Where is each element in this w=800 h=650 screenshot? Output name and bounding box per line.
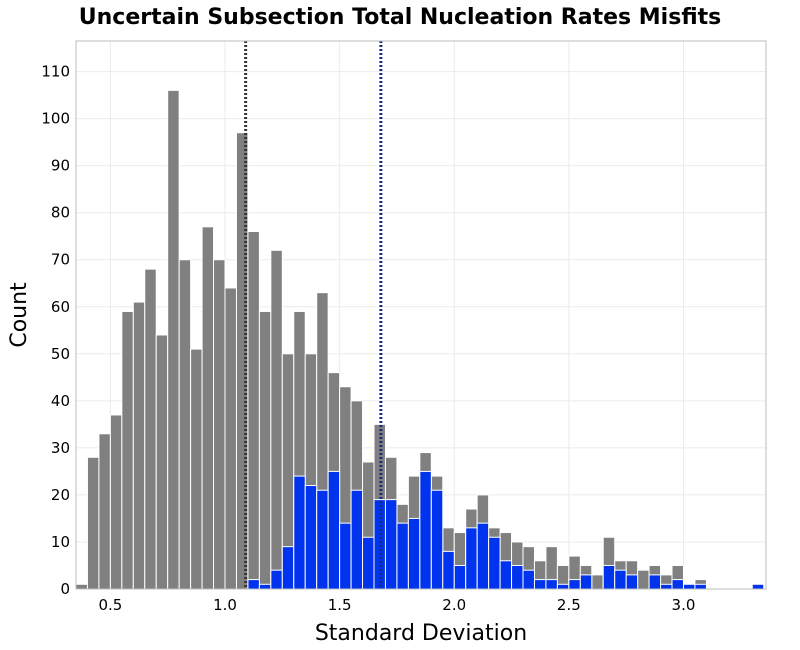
y-tick-label: 0 — [60, 580, 70, 598]
blue-bar — [465, 527, 478, 590]
blue-bar — [499, 560, 513, 590]
gray-bar — [86, 456, 100, 590]
y-tick-label: 20 — [51, 486, 70, 504]
blue-bar — [350, 489, 364, 590]
y-tick-label: 110 — [41, 63, 70, 81]
gray-bar — [213, 259, 226, 590]
blue-bar — [625, 574, 639, 590]
blue-bar — [579, 574, 593, 590]
blue-bar — [327, 470, 341, 590]
gray-bar — [190, 348, 203, 590]
plot-frame — [75, 40, 767, 590]
gray-bar — [591, 574, 604, 590]
blue-bar — [270, 569, 283, 590]
gray-bar — [637, 569, 650, 590]
y-tick-label: 80 — [51, 204, 70, 222]
x-tick-label: 1.5 — [328, 596, 352, 614]
y-tick-label: 50 — [51, 345, 70, 363]
gray-bar — [201, 226, 215, 590]
gray-bar — [144, 268, 157, 590]
y-tick-label: 100 — [41, 110, 70, 128]
blue-bar — [751, 583, 765, 590]
blue-bar — [671, 579, 684, 590]
gray-bar — [270, 249, 283, 590]
blue-bar — [407, 517, 421, 590]
x-tick-label: 1.0 — [213, 596, 237, 614]
blue-bar — [682, 583, 696, 590]
gray-bar — [178, 259, 192, 590]
y-axis-label: Count — [7, 282, 32, 348]
x-axis-label: Standard Deviation — [315, 621, 527, 646]
blue-bar — [568, 579, 581, 590]
gray-bar — [258, 310, 272, 590]
x-axis-ticks: 0.5 1.0 1.5 2.0 2.5 3.0 — [98, 596, 695, 614]
blue-bar — [293, 475, 306, 590]
blue-bar — [396, 522, 409, 590]
gray-bar — [98, 433, 111, 590]
gray-bar — [75, 583, 88, 590]
y-axis-ticks: 0 10 20 30 40 50 60 70 80 90 100 110 — [41, 63, 70, 598]
y-tick-label: 30 — [51, 439, 70, 457]
y-tick-label: 40 — [51, 392, 70, 410]
blue-bar — [430, 489, 444, 590]
gray-bar — [109, 414, 123, 590]
blue-bar — [556, 583, 570, 590]
blue-bar — [511, 564, 524, 590]
blue-bar — [545, 579, 558, 590]
x-tick-label: 3.0 — [672, 596, 696, 614]
blue-bar — [488, 536, 501, 590]
gray-bar — [247, 231, 260, 590]
blue-bar — [453, 564, 467, 590]
gray-bar — [167, 89, 180, 590]
x-tick-label: 0.5 — [98, 596, 122, 614]
y-tick-label: 70 — [51, 251, 70, 269]
gray-bar — [132, 301, 146, 590]
reference-lines — [244, 41, 383, 589]
blue-bar — [614, 569, 627, 590]
blue-bar — [522, 569, 535, 590]
x-tick-label: 2.5 — [557, 596, 581, 614]
blue-bar — [476, 522, 490, 590]
blue-bar — [648, 574, 662, 590]
blue-bar — [304, 485, 318, 590]
blue-bar — [442, 550, 455, 590]
y-tick-label: 10 — [51, 533, 70, 551]
blue-bar — [362, 536, 375, 590]
gray-bar — [155, 334, 169, 590]
blue-bar — [533, 579, 547, 590]
blue-bar — [316, 489, 329, 590]
blue-bar — [339, 522, 352, 590]
blue-bar — [419, 470, 432, 590]
y-tick-label: 60 — [51, 298, 70, 316]
y-tick-label: 90 — [51, 157, 70, 175]
gray-bar — [121, 310, 134, 590]
blue-bar — [660, 583, 673, 590]
gray-bar — [224, 287, 237, 590]
chart-title: Uncertain Subsection Total Nucleation Ra… — [79, 5, 721, 30]
blue-bar — [281, 546, 295, 590]
blue-bar — [602, 564, 616, 590]
blue-bar — [384, 499, 398, 590]
x-tick-label: 2.0 — [442, 596, 466, 614]
blue-bar — [694, 583, 707, 590]
blue-bar — [258, 583, 272, 590]
blue-bar — [247, 579, 260, 590]
